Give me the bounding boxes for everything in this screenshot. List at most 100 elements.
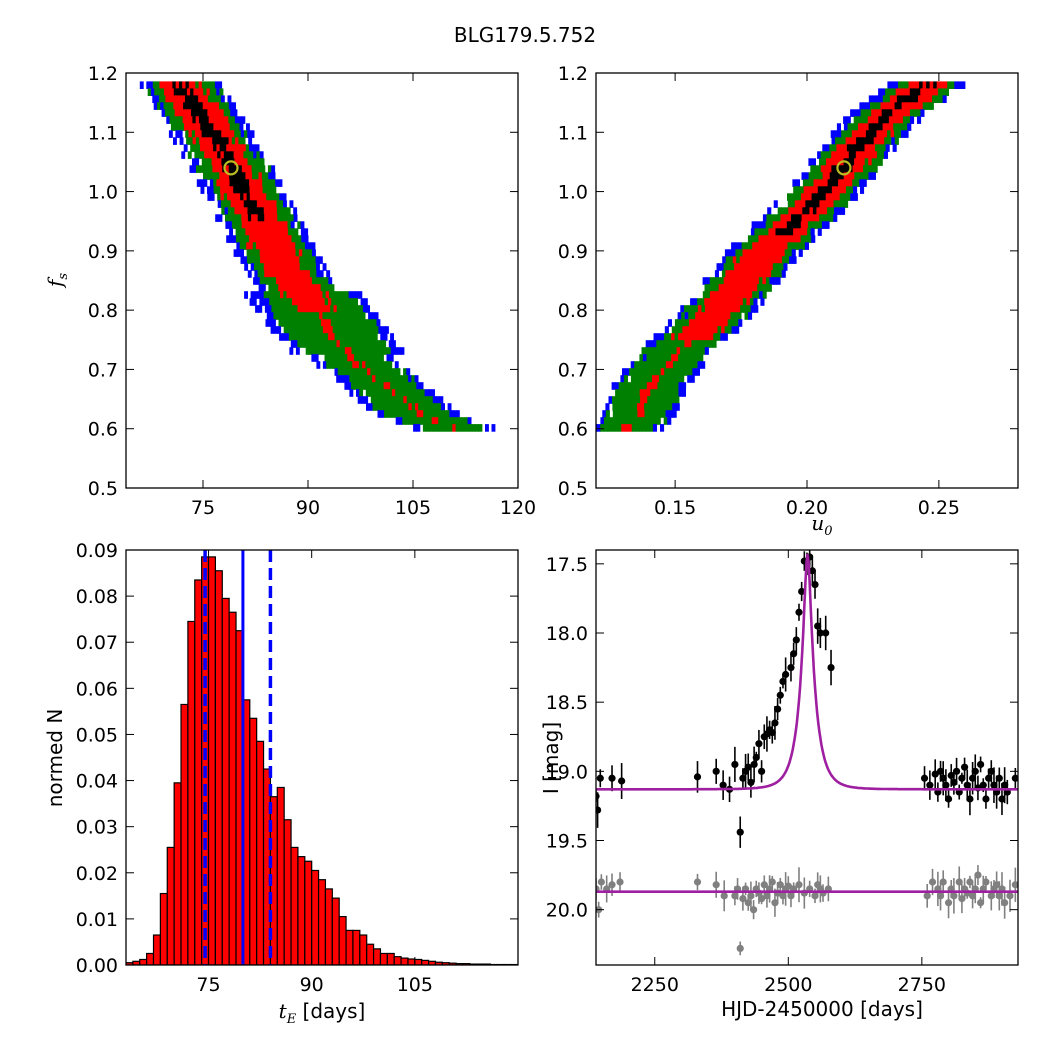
three-sigma-cell	[629, 389, 634, 397]
one-sigma-cell	[205, 116, 210, 124]
three-sigma-cell	[913, 109, 918, 117]
one-sigma-cell	[196, 102, 201, 110]
primary-data-point	[952, 767, 961, 775]
four-sigma-cell	[316, 361, 321, 369]
three-sigma-cell	[639, 417, 644, 425]
two-sigma-cell	[284, 228, 289, 236]
axes-frame	[595, 549, 1019, 966]
primary-data-point	[774, 705, 782, 713]
two-sigma-cell	[695, 333, 700, 341]
four-sigma-cell	[753, 298, 758, 306]
three-sigma-cell	[195, 81, 200, 89]
two-sigma-cell	[273, 207, 278, 215]
four-sigma-cell	[289, 200, 294, 208]
two-sigma-cell	[264, 214, 269, 222]
three-sigma-cell	[882, 95, 887, 103]
one-sigma-cell	[828, 186, 833, 194]
two-sigma-cell	[719, 312, 724, 320]
three-sigma-cell	[209, 172, 214, 180]
three-sigma-cell	[636, 368, 641, 376]
four-sigma-cell	[653, 333, 658, 341]
two-sigma-cell	[212, 165, 217, 173]
four-sigma-cell	[189, 165, 194, 173]
four-sigma-cell	[738, 319, 743, 327]
two-sigma-cell	[652, 375, 657, 383]
four-sigma-cell	[334, 368, 339, 376]
two-sigma-cell	[702, 333, 707, 341]
one-sigma-cell	[824, 186, 829, 194]
three-sigma-cell	[393, 368, 398, 376]
primary-data-point	[939, 774, 947, 782]
three-sigma-cell	[395, 389, 400, 397]
two-sigma-cell	[243, 193, 248, 201]
two-sigma-cell	[266, 256, 271, 264]
three-sigma-cell	[359, 305, 364, 313]
two-sigma-cell	[269, 256, 274, 264]
three-sigma-cell	[711, 284, 716, 292]
two-sigma-cell	[173, 102, 178, 110]
three-sigma-cell	[171, 109, 176, 117]
three-sigma-cell	[281, 319, 286, 327]
three-sigma-cell	[312, 347, 317, 355]
three-sigma-cell	[209, 165, 213, 173]
three-sigma-cell	[252, 172, 256, 180]
two-sigma-cell	[726, 305, 731, 313]
two-sigma-cell	[315, 291, 320, 299]
primary-data-point	[608, 774, 616, 782]
three-sigma-cell	[289, 312, 294, 320]
three-sigma-cell	[166, 102, 171, 110]
three-sigma-cell	[650, 368, 655, 376]
three-sigma-cell	[364, 382, 368, 390]
four-sigma-cell	[917, 116, 922, 124]
two-sigma-cell	[732, 270, 737, 278]
four-sigma-cell	[249, 144, 253, 152]
two-sigma-cell	[303, 270, 308, 278]
three-sigma-cell	[633, 396, 638, 404]
three-sigma-cell	[365, 389, 370, 397]
three-sigma-cell	[331, 347, 336, 355]
two-sigma-cell	[297, 284, 302, 292]
histogram-bar	[152, 934, 161, 965]
four-sigma-cell	[228, 221, 233, 229]
two-sigma-cell	[871, 116, 876, 124]
three-sigma-cell	[660, 389, 665, 397]
two-sigma-cell	[285, 242, 290, 250]
three-sigma-cell	[738, 249, 743, 257]
four-sigma-cell	[295, 347, 300, 355]
three-sigma-cell	[916, 109, 921, 117]
three-sigma-cell	[639, 382, 644, 390]
three-sigma-cell	[375, 340, 380, 348]
two-sigma-cell	[940, 81, 945, 89]
three-sigma-cell	[692, 354, 697, 362]
two-sigma-cell	[711, 298, 716, 306]
two-sigma-cell	[685, 326, 690, 334]
two-sigma-cell	[225, 172, 230, 180]
three-sigma-cell	[852, 179, 857, 187]
three-sigma-cell	[337, 354, 342, 362]
two-sigma-cell	[753, 249, 758, 257]
two-sigma-cell	[225, 116, 229, 124]
three-sigma-cell	[661, 396, 666, 404]
four-sigma-cell	[885, 144, 890, 152]
four-sigma-cell	[388, 340, 393, 348]
two-sigma-cell	[214, 151, 218, 159]
two-sigma-cell	[296, 256, 300, 264]
three-sigma-cell	[324, 298, 329, 306]
three-sigma-cell	[757, 284, 762, 292]
three-sigma-cell	[675, 326, 680, 334]
three-sigma-cell	[950, 81, 955, 89]
four-sigma-cell	[682, 382, 687, 390]
three-sigma-cell	[313, 326, 317, 334]
three-sigma-cell	[302, 249, 307, 257]
three-sigma-cell	[355, 375, 360, 383]
two-sigma-cell	[278, 284, 283, 292]
primary-data-point	[752, 753, 760, 762]
three-sigma-cell	[306, 312, 310, 320]
two-sigma-cell	[869, 151, 874, 159]
four-sigma-cell	[760, 298, 765, 306]
secondary-data-point	[744, 899, 752, 907]
two-sigma-cell	[798, 207, 803, 215]
four-sigma-cell	[357, 396, 362, 404]
three-sigma-cell	[437, 403, 442, 411]
one-sigma-cell	[179, 81, 183, 89]
